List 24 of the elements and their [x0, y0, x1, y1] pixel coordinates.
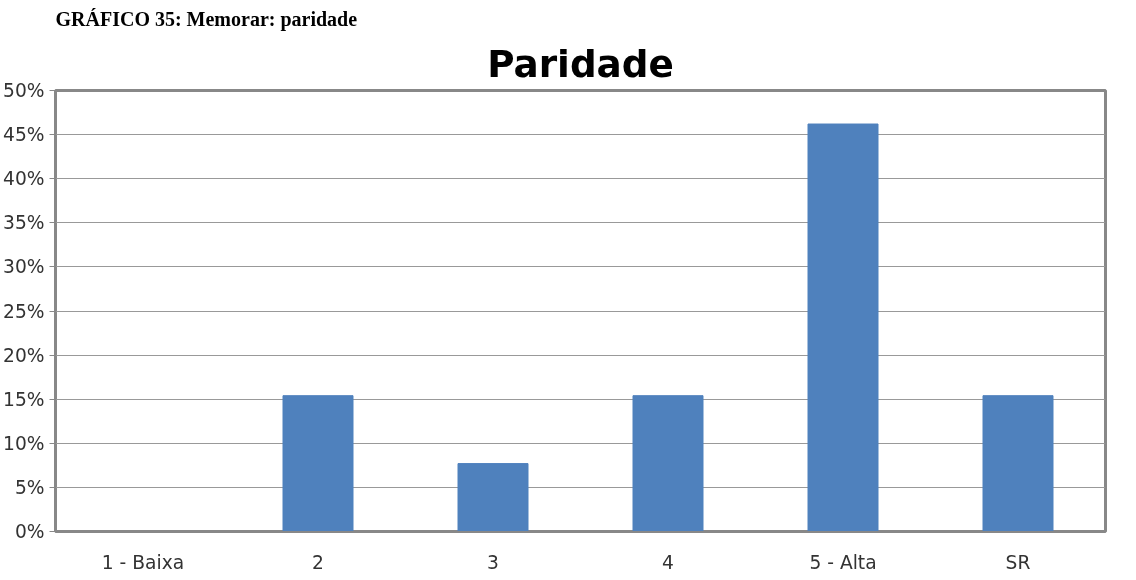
x-tick-label: 5 - Alta: [809, 551, 877, 573]
bar: [807, 123, 879, 532]
y-tick-label: 10%: [3, 432, 45, 454]
x-tick-label: SR: [1005, 551, 1031, 573]
y-tick-label: 30%: [3, 256, 45, 278]
text: GRÁFICO 35: Memorar: paridade: [55, 7, 358, 31]
y-tick-label: 0%: [14, 521, 45, 542]
bar: [982, 395, 1054, 532]
y-tick-label: 50%: [3, 80, 45, 101]
bar: [457, 463, 529, 532]
x-tick-label: 4: [662, 551, 674, 573]
x-tick-label: 3: [487, 551, 499, 573]
x-tick-label: 2: [312, 551, 324, 573]
y-tick-label: 20%: [3, 344, 45, 366]
y-tick-label: 45%: [3, 124, 45, 146]
y-tick-label: 5%: [14, 476, 45, 498]
bar: [282, 395, 354, 532]
x-tick-label: 1 - Baixa: [101, 551, 185, 573]
y-tick-label: 40%: [3, 168, 45, 190]
bar: [632, 395, 704, 532]
y-tick-label: 35%: [3, 212, 45, 234]
chart-title: Paridade: [487, 41, 674, 86]
y-tick-label: 15%: [3, 388, 45, 410]
y-tick-label: 25%: [3, 300, 45, 322]
